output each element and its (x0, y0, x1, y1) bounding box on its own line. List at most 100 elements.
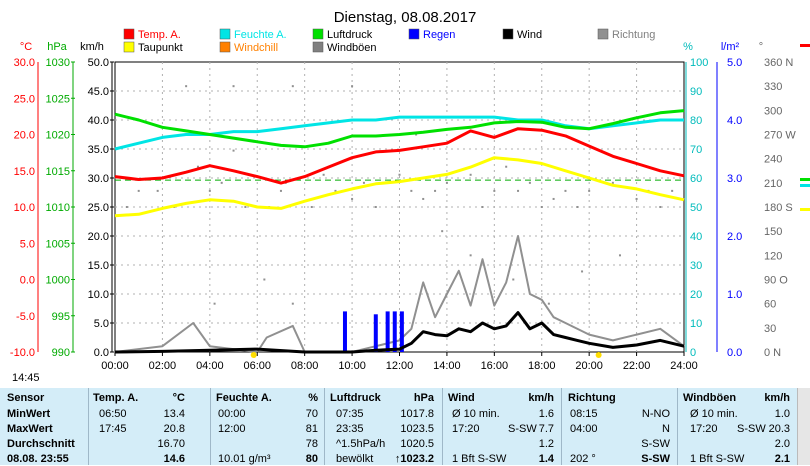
table-cell: 16.70 (157, 438, 185, 450)
tick-label: 120 (764, 250, 782, 262)
table-cell: bewölkt (336, 453, 374, 465)
tick-label: 90 O (764, 275, 788, 287)
direction-point (517, 189, 520, 192)
direction-point (581, 270, 584, 273)
row-label: Durchschnitt (7, 438, 75, 450)
table-cell: Ø 10 min. (690, 408, 738, 420)
tick-label: -10.0 (10, 347, 35, 359)
direction-point (213, 302, 216, 305)
tick-label: 1.0 (727, 289, 742, 301)
table-cell: 13.4 (163, 408, 185, 420)
direction-point (445, 181, 448, 184)
legend-swatch (312, 28, 324, 40)
weather-chart: Dienstag, 08.08.2017 Temp. A. Feuchte A. L… (9, 9, 810, 372)
table-cell: 17:20 (690, 423, 718, 435)
legend-label: Luftdruck (327, 29, 373, 41)
direction-point (334, 189, 337, 192)
tick-label: 0 N (764, 347, 781, 359)
series-line-taupunkt (114, 156, 685, 218)
direction-point (469, 173, 472, 176)
unit-label: % (683, 41, 693, 53)
row-label: MaxWert (7, 423, 53, 435)
tick-label: 15.0 (88, 260, 109, 272)
direction-point (493, 189, 496, 192)
table-cell: 78 (305, 438, 318, 450)
table-cell: 7.7 (538, 423, 554, 435)
tick-label: 2.0 (727, 231, 742, 243)
tick-label: 40.0 (88, 115, 109, 127)
column-separator (442, 388, 443, 465)
table-cell: 1 Bft S-SW (690, 453, 745, 465)
col-header: Windböen (683, 392, 737, 404)
direction-point (322, 173, 325, 176)
tick-label: 80 (690, 115, 702, 127)
direction-point (291, 302, 294, 305)
current-value-indicator (800, 178, 810, 181)
tick-label: 100 (690, 57, 708, 69)
table-cell: 20.3 (768, 423, 790, 435)
direction-point (481, 206, 484, 208)
tick-label: 10 (690, 318, 702, 330)
table-cell: N-NO (641, 408, 670, 420)
tick-label: 5.0 (94, 318, 109, 330)
table-cell: S-SW (737, 423, 766, 435)
table-cell: 1020.5 (400, 438, 434, 450)
tick-label: 0.0 (727, 347, 742, 359)
legend-label: Regen (423, 29, 455, 41)
statistics-table: Sensor Temp. A. °C Feuchte A.% Luftdruck hPa W… (0, 388, 810, 465)
direction-point (611, 181, 614, 184)
direction-point (434, 189, 437, 192)
table-cell: 1.4 (538, 453, 554, 465)
current-time-label: 14:45 (12, 372, 40, 384)
legend-label: Temp. A. (138, 29, 181, 41)
tick-label: 15.0 (14, 166, 35, 178)
tick-label: 0.0 (94, 347, 109, 359)
table-cell: 07:35 (336, 408, 364, 420)
tick-label: 35.0 (88, 144, 109, 156)
scrollbar[interactable] (797, 388, 810, 465)
direction-point (137, 189, 140, 192)
tick-label: 90 (690, 86, 702, 98)
unit-label: ° (759, 41, 763, 53)
direction-point (362, 181, 365, 184)
table-cell: 2.1 (774, 453, 790, 465)
table-cell: 2.0 (774, 438, 790, 450)
time-marker-bar: 14:45 (0, 369, 810, 388)
direction-point (244, 206, 247, 208)
direction-point (635, 197, 638, 200)
column-separator (561, 388, 562, 465)
legend-swatch (219, 41, 231, 53)
col-header: Temp. A. (93, 392, 139, 404)
tick-label: 1010 (46, 202, 70, 214)
tick-label: 150 (764, 226, 782, 238)
row-label: MinWert (7, 408, 51, 420)
unit-label: °C (20, 41, 32, 53)
col-header: Luftdruck (330, 392, 381, 404)
legend-label: Windchill (234, 42, 278, 54)
table-cell: 81 (305, 423, 318, 435)
rain-bar (392, 311, 397, 352)
direction-point (441, 230, 444, 233)
direction-point (671, 189, 674, 192)
column-separator (324, 388, 325, 465)
table-cell: 08:15 (570, 408, 598, 420)
tick-label: 70 (690, 144, 702, 156)
tick-label: 60 (690, 173, 702, 185)
tick-label: 990 (52, 347, 70, 359)
tick-label: -5.0 (16, 311, 35, 323)
unit-label: km/h (80, 41, 104, 53)
col-header: hPa (413, 392, 434, 404)
table-cell: 00:00 (218, 408, 246, 420)
sunset-marker (595, 352, 602, 358)
tick-label: 270 W (764, 130, 796, 142)
tick-label: 20.0 (14, 130, 35, 142)
tick-label: 995 (52, 311, 70, 323)
table-cell: S-SW (641, 453, 670, 465)
direction-point (310, 206, 313, 208)
table-cell: 10.01 g/m³ (218, 453, 271, 465)
table-cell: 04:00 (570, 423, 598, 435)
col-header: Feuchte A. (216, 392, 272, 404)
chart-title: Dienstag, 08.08.2017 (334, 9, 477, 26)
table-cell: 17:20 (452, 423, 480, 435)
tick-label: 20 (690, 289, 702, 301)
